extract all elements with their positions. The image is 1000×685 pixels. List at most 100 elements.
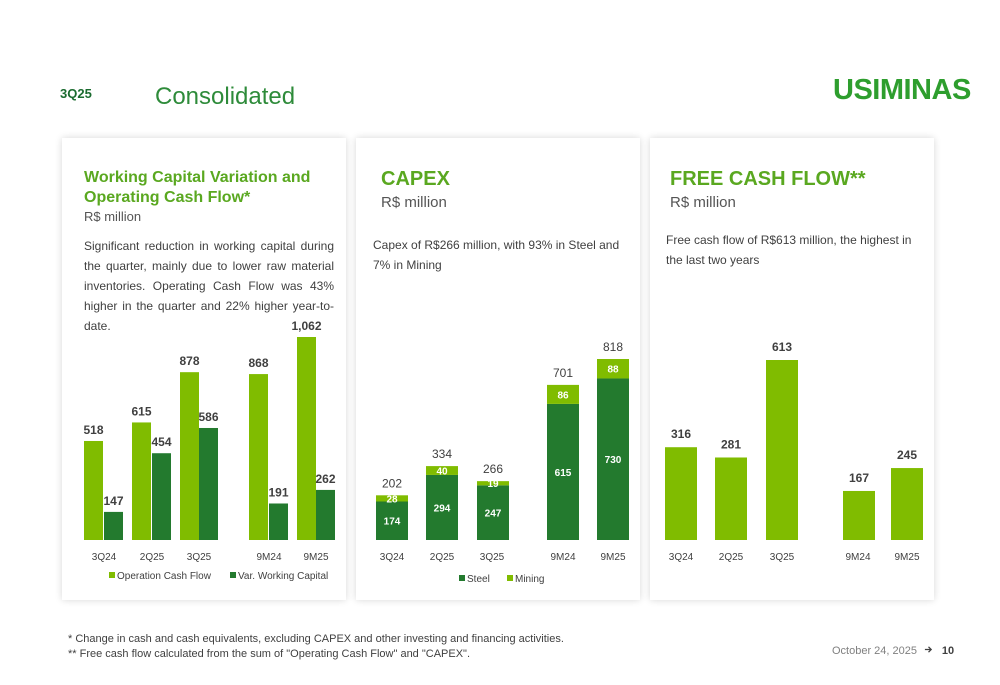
wc-title-line1: Working Capital Variation and <box>84 169 311 186</box>
capex-legend: Steel Mining <box>459 574 544 585</box>
wc-value-label: 878 <box>179 354 199 368</box>
capex-steel-label: 615 <box>555 468 572 479</box>
capex-subtitle: R$ million <box>381 194 447 211</box>
wc-bar-ocf <box>297 337 316 540</box>
wc-x-axis: 3Q24 2Q25 3Q25 9M24 9M25 <box>92 552 329 563</box>
capex-total-label: 266 <box>483 462 503 476</box>
capex-mining-label: 88 <box>607 365 619 376</box>
capex-tick-label: 9M25 <box>600 552 625 563</box>
wc-bar-wc <box>269 503 288 540</box>
fcf-value-label: 167 <box>849 471 869 485</box>
capex-steel-label: 174 <box>384 517 401 528</box>
capex-bar-steel <box>477 485 509 540</box>
wc-tick-label: 9M25 <box>303 552 328 563</box>
wc-legend-swatch-ocf <box>109 572 115 578</box>
quarter-tag: 3Q25 <box>60 86 92 101</box>
capex-legend-mining: Mining <box>515 574 544 585</box>
capex-steel-label: 247 <box>485 509 502 520</box>
capex-bar-mining <box>547 384 579 404</box>
capex-total-label: 334 <box>432 447 452 461</box>
wc-bar-wc <box>316 489 335 540</box>
wc-tick-label: 3Q24 <box>92 552 117 563</box>
wc-title-line2: Operating Cash Flow* <box>84 189 251 206</box>
capex-total-label: 701 <box>553 366 573 380</box>
capex-tick-label: 3Q24 <box>380 552 405 563</box>
capex-mining-label: 40 <box>436 467 448 478</box>
capex-x-axis: 3Q24 2Q25 3Q25 9M24 9M25 <box>380 552 626 563</box>
fcf-value-label: 613 <box>772 340 792 354</box>
usiminas-logo: USIMINAS <box>833 74 971 106</box>
footnotes: * Change in cash and cash equivalents, e… <box>68 632 768 662</box>
wc-bar-ocf <box>84 440 103 540</box>
capex-bar-steel <box>426 474 458 540</box>
capex-total-label: 818 <box>603 340 623 354</box>
wc-value-label: 191 <box>268 485 288 499</box>
capex-mining-label: 28 <box>386 494 398 505</box>
wc-legend-ocf: Operation Cash Flow <box>117 571 212 582</box>
wc-tick-label: 3Q25 <box>187 552 212 563</box>
footnote-1: * Change in cash and cash equivalents, e… <box>68 633 564 645</box>
wc-value-label: 262 <box>315 472 335 486</box>
capex-bar-mining <box>597 359 629 379</box>
capex-steel-label: 294 <box>434 503 451 514</box>
fcf-tick-label: 9M24 <box>845 552 870 563</box>
fcf-tick-label: 3Q25 <box>770 552 795 563</box>
capex-total-label: 202 <box>382 476 402 490</box>
wc-value-label: 1,062 <box>291 319 321 333</box>
fcf-value-label: 245 <box>897 448 917 462</box>
wc-bar-wc <box>199 427 218 540</box>
wc-bar-ocf <box>180 372 199 540</box>
capex-steel-label: 730 <box>605 455 622 466</box>
wc-value-label: 615 <box>131 404 151 418</box>
fcf-bar <box>715 457 747 540</box>
capex-bar-mining <box>477 481 509 486</box>
wc-value-label: 454 <box>151 435 171 449</box>
capex-title: CAPEX <box>381 168 450 190</box>
wc-value-label: 147 <box>103 494 123 508</box>
footnote-2: ** Free cash flow calculated from the su… <box>68 648 471 660</box>
capex-legend-swatch-mining <box>507 575 513 581</box>
wc-value-label: 518 <box>83 423 103 437</box>
wc-chart: 518 615 878 868 1,062 147 454 586 191 262 <box>83 319 336 540</box>
wc-legend-wc: Var. Working Capital <box>238 571 328 582</box>
page-title: Consolidated <box>155 83 296 110</box>
fcf-value-label: 316 <box>671 427 691 441</box>
fcf-bar <box>766 360 798 540</box>
capex-chart: 174 28 202 294 40 334 247 19 266 615 86 701 730 88 818 <box>376 340 629 540</box>
capex-legend-steel: Steel <box>467 574 490 585</box>
capex-mining-label: 86 <box>557 390 569 401</box>
wc-tick-label: 2Q25 <box>140 552 165 563</box>
wc-legend: Operation Cash Flow Var. Working Capital <box>109 571 328 582</box>
wc-title: Working Capital Variation and Operating … <box>84 168 334 208</box>
fcf-description: Free cash flow of R$613 million, the hig… <box>666 233 912 267</box>
capex-description: Capex of R$266 million, with 93% in Stee… <box>373 238 620 272</box>
fcf-tick-label: 9M25 <box>894 552 919 563</box>
wc-description: Significant reduction in working capital… <box>84 239 334 333</box>
fcf-x-axis: 3Q24 2Q25 3Q25 9M24 9M25 <box>669 552 920 563</box>
capex-bar-mining <box>376 495 408 502</box>
capex-bar-steel <box>597 378 629 540</box>
capex-tick-label: 2Q25 <box>430 552 455 563</box>
footer: October 24, 2025 10 <box>832 641 954 659</box>
capex-mining-label: 19 <box>487 479 499 490</box>
fcf-tick-label: 2Q25 <box>719 552 744 563</box>
fcf-bar <box>665 447 697 540</box>
fcf-tick-label: 3Q24 <box>669 552 694 563</box>
wc-value-label: 868 <box>248 356 268 370</box>
fcf-subtitle: R$ million <box>670 194 736 211</box>
wc-value-label: 586 <box>198 410 218 424</box>
capex-tick-label: 9M24 <box>550 552 575 563</box>
fcf-title: FREE CASH FLOW** <box>670 168 866 190</box>
capex-tick-label: 3Q25 <box>480 552 505 563</box>
wc-bar-ocf <box>132 422 151 540</box>
wc-legend-swatch-wc <box>230 572 236 578</box>
arrow-right-icon <box>924 641 933 659</box>
fcf-bar <box>891 468 923 540</box>
capex-bar-steel <box>547 403 579 540</box>
capex-bar-steel <box>376 501 408 540</box>
wc-bar-ocf <box>249 374 268 540</box>
wc-bar-wc <box>152 453 171 540</box>
capex-legend-swatch-steel <box>459 575 465 581</box>
capex-bar-mining <box>426 466 458 475</box>
